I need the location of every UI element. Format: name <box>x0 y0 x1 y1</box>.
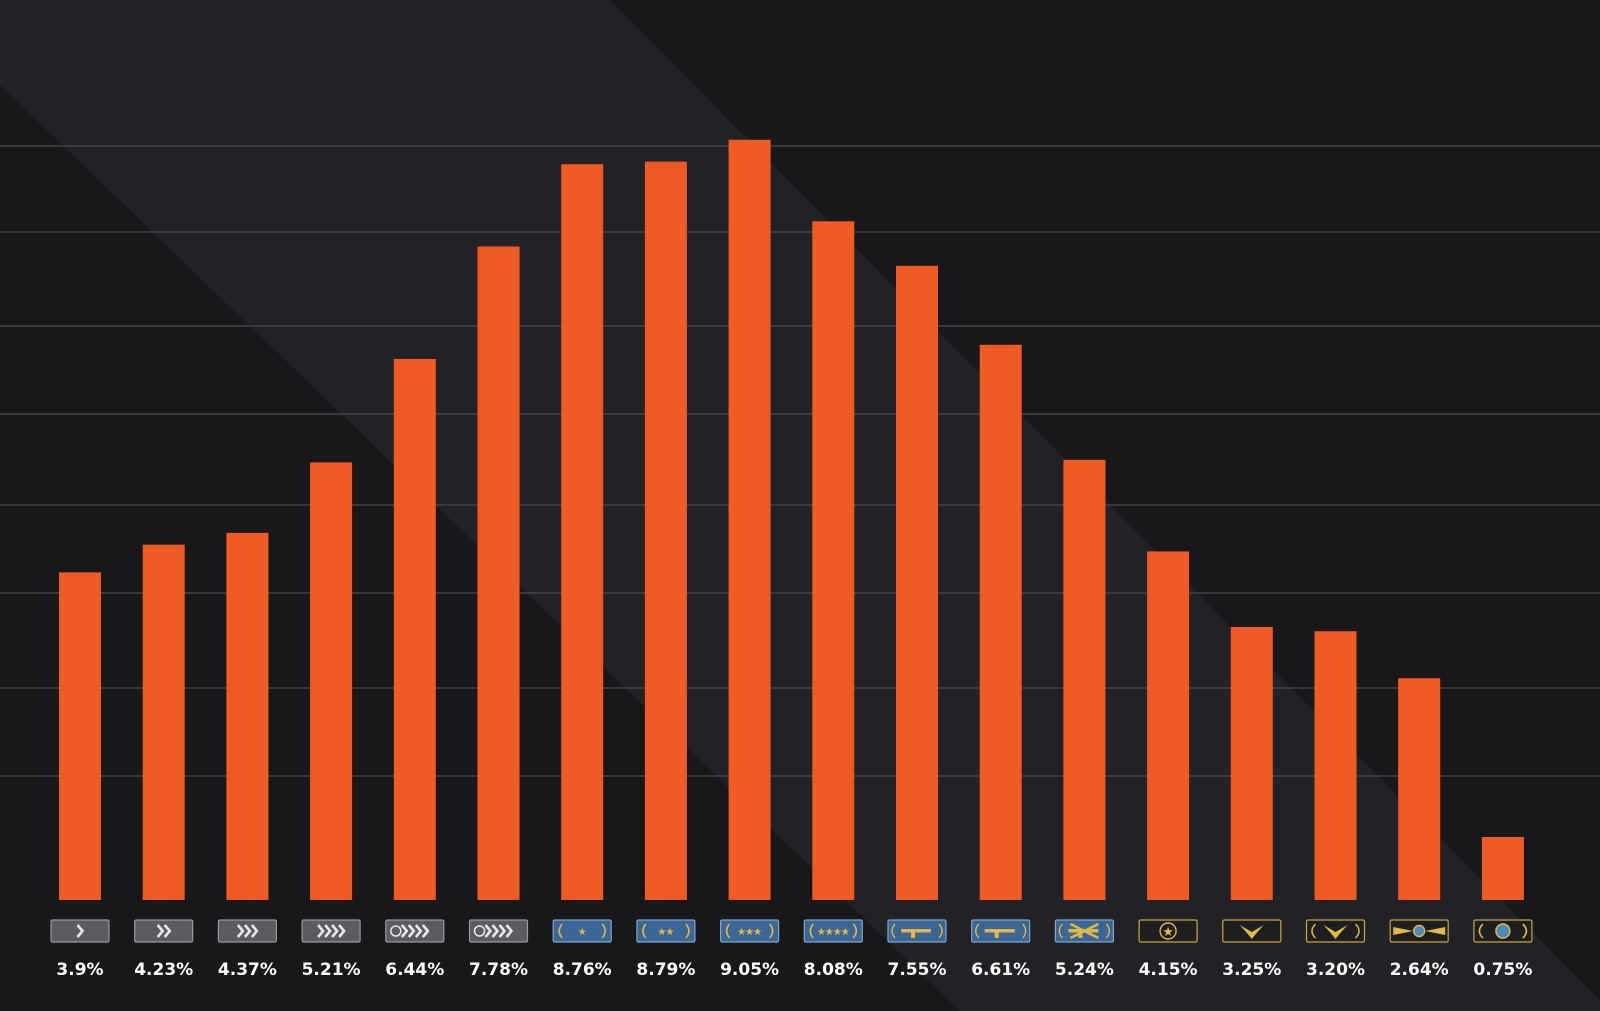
silver-elite-master-icon <box>468 919 529 943</box>
bar-silver-4 <box>310 462 353 900</box>
gold-nova-star-1-icon: ★ <box>552 919 612 943</box>
percent-label: 3.20% <box>1306 960 1365 980</box>
gold-nova-star-4-icon: ★ ★ ★ ★ <box>803 919 863 943</box>
svg-text:★: ★ <box>825 927 834 938</box>
gold-nova-star-2-icon: ★ ★ <box>636 919 696 943</box>
bar-silver-elite <box>393 359 436 900</box>
percent-label: 5.24% <box>1055 960 1114 980</box>
percent-label: 3.9% <box>56 960 103 980</box>
winged-globe-icon <box>1389 919 1449 943</box>
bar-silver-1 <box>59 572 101 900</box>
silver-chevron-4-icon <box>301 919 361 943</box>
svg-text:★: ★ <box>753 927 762 938</box>
percent-label: 7.55% <box>888 960 947 980</box>
svg-text:★: ★ <box>578 927 587 938</box>
percent-label: 6.44% <box>385 960 444 980</box>
percent-label: 9.05% <box>720 960 779 980</box>
percent-label: 8.08% <box>804 960 863 980</box>
svg-text:★: ★ <box>657 927 666 938</box>
double-rifle-icon <box>971 919 1031 943</box>
percent-label: 7.78% <box>469 960 528 980</box>
svg-text:★: ★ <box>841 927 850 938</box>
percent-label: 4.23% <box>134 960 193 980</box>
bar-silver-2 <box>142 544 185 900</box>
eagle-wreath-icon <box>1305 919 1366 943</box>
bars <box>59 139 1524 901</box>
globe-wreath-icon <box>1473 919 1533 943</box>
bar-legendary-eagle-master <box>1314 631 1357 900</box>
percent-label: 8.79% <box>636 960 695 980</box>
svg-text:★: ★ <box>665 927 674 938</box>
percent-label: 3.25% <box>1222 960 1281 980</box>
bar-master-guardian-1 <box>896 265 938 900</box>
bar-legendary-eagle <box>1230 627 1273 900</box>
percent-label: 4.15% <box>1139 960 1198 980</box>
percent-labels: 3.9% 4.23% 4.37% 5.21% 6.44% 7.78% 8.76% 8.79% 9… <box>56 960 1532 980</box>
silver-chevron-3-icon <box>217 919 277 943</box>
percent-label: 2.64% <box>1390 960 1449 980</box>
bar-supreme-master-first-class <box>1398 678 1441 900</box>
percent-label: 6.61% <box>971 960 1030 980</box>
svg-text:★: ★ <box>1162 925 1174 940</box>
bar-distinguished-master-guardian <box>1147 551 1190 900</box>
bar-master-guardian-2 <box>979 344 1022 900</box>
bar-gold-nova-1 <box>561 164 604 900</box>
svg-text:★: ★ <box>833 927 842 938</box>
rank-badges: ★ ★ ★ ★ ★ ★ ★ ★ ★ ★ ★ <box>50 919 1533 943</box>
svg-text:★: ★ <box>745 927 754 938</box>
star-emblem-icon: ★ <box>1138 919 1198 943</box>
silver-chevron-2-icon <box>134 919 194 943</box>
bar-global-elite <box>1481 837 1524 900</box>
rifle-icon <box>887 919 947 943</box>
svg-text:★: ★ <box>737 927 746 938</box>
percent-label: 5.21% <box>302 960 361 980</box>
crossed-rifles-icon <box>1054 919 1115 943</box>
eagle-icon <box>1222 919 1282 943</box>
bar-gold-nova-3 <box>728 139 771 901</box>
bar-silver-elite-master <box>477 246 520 900</box>
svg-text:★: ★ <box>817 927 826 938</box>
percent-label: 0.75% <box>1473 960 1532 980</box>
percent-label: 4.37% <box>218 960 277 980</box>
bar-gold-nova-master <box>812 221 855 901</box>
silver-elite-icon <box>385 919 445 943</box>
bar-gold-nova-2 <box>644 161 687 901</box>
silver-chevron-1-icon <box>50 919 110 943</box>
gold-nova-star-3-icon: ★ ★ ★ <box>719 919 780 943</box>
bar-master-guardian-elite <box>1063 459 1106 900</box>
percent-label: 8.76% <box>553 960 612 980</box>
bar-silver-3 <box>226 532 269 900</box>
